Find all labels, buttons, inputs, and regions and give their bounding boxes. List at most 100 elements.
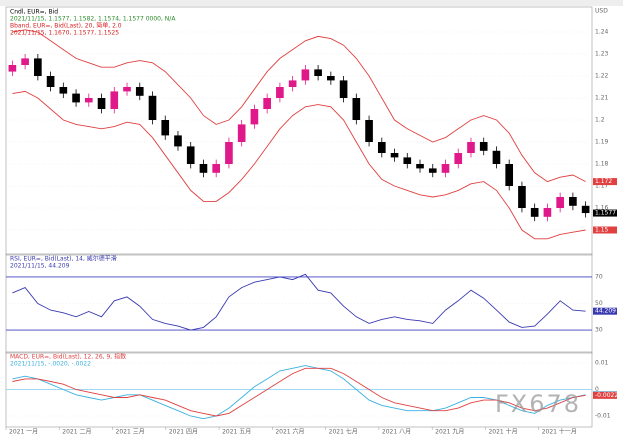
price-tag-label: -0.0022 bbox=[595, 392, 618, 399]
candle-body bbox=[59, 87, 68, 94]
price-tag bbox=[593, 391, 617, 399]
candle-body bbox=[377, 142, 386, 153]
price-tag-label: 1.15 bbox=[595, 227, 609, 234]
y-tick-label: 1.22 bbox=[595, 73, 609, 80]
candle-body bbox=[467, 142, 475, 153]
y-tick-label: 1.18 bbox=[595, 161, 609, 168]
candle-body bbox=[199, 164, 208, 173]
candle-body bbox=[72, 93, 80, 103]
candle-body bbox=[212, 164, 221, 173]
y-tick-label: 0.01 bbox=[595, 359, 609, 366]
x-tick-label: 2021 五月 bbox=[222, 429, 251, 436]
candle-body bbox=[365, 120, 373, 142]
y-tick-label: 1.17 bbox=[595, 183, 609, 190]
panel-border bbox=[5, 6, 593, 256]
candle-body bbox=[569, 197, 577, 206]
series-line bbox=[12, 29, 586, 183]
x-tick-label: 2021 十月 bbox=[488, 428, 517, 436]
legend-text: 2021/11/15, 1.1670, 1.1577, 1.1525 bbox=[10, 30, 119, 37]
candle-body bbox=[97, 98, 106, 109]
y-tick-label: 70 bbox=[595, 273, 603, 280]
candle-body bbox=[543, 208, 552, 217]
candle-body bbox=[301, 69, 310, 81]
title-bar bbox=[0, 0, 623, 6]
legend-text: MACD, EUR=, Bid(Last), 12, 26, 9, 指数 bbox=[10, 353, 126, 361]
candle-body bbox=[21, 58, 29, 65]
candle-body bbox=[327, 76, 335, 81]
y-tick-label: 30 bbox=[595, 327, 603, 334]
y-tick-label: 0 bbox=[595, 386, 599, 393]
y-tick-label: 1.16 bbox=[595, 205, 609, 212]
candle-body bbox=[314, 69, 322, 76]
series-line bbox=[12, 367, 586, 417]
candle-body bbox=[161, 120, 170, 136]
y-tick-label: -0.01 bbox=[595, 413, 611, 420]
price-tag bbox=[593, 226, 617, 234]
candle-body bbox=[110, 91, 119, 109]
x-tick-label: 2021 七月 bbox=[329, 428, 358, 436]
series-line bbox=[12, 273, 586, 331]
candle-body bbox=[416, 164, 424, 169]
candle-body bbox=[339, 80, 348, 98]
candle-body bbox=[518, 186, 526, 208]
legend-text: Cndl, EUR=, Bid bbox=[10, 9, 58, 16]
candle-body bbox=[34, 58, 42, 76]
x-tick-label: 2021 十一月 bbox=[542, 428, 577, 436]
candle-body bbox=[288, 80, 297, 87]
candle-body bbox=[403, 157, 412, 164]
legend-text: 2021/11/15, 44.209 bbox=[10, 263, 70, 270]
price-tag-label: 1.172 bbox=[595, 178, 612, 185]
x-tick-label: 2021 九月 bbox=[435, 428, 464, 436]
candle-body bbox=[263, 98, 271, 109]
legend-text: 2021/11/15, 1.1577, 1.1582, 1.1574, 1.15… bbox=[10, 16, 176, 23]
candle-body bbox=[186, 146, 195, 164]
legend-text: RSI, EUR=, Bid(Last), 14, 威尔德平滑 bbox=[10, 255, 117, 263]
candle-body bbox=[530, 208, 539, 217]
y-tick-label: 1.21 bbox=[595, 95, 609, 102]
candle-body bbox=[84, 98, 93, 103]
candle-body bbox=[135, 87, 144, 96]
legend-text: Bband, EUR=, Bid(Last), 20, 简单, 2.0 bbox=[10, 22, 122, 30]
candle-body bbox=[46, 76, 55, 87]
watermark: FX678 bbox=[495, 390, 581, 418]
series-line bbox=[12, 90, 586, 240]
price-tag bbox=[593, 178, 617, 186]
x-tick-label: 2021 一月 bbox=[9, 429, 38, 436]
x-tick-label: 2021 八月 bbox=[382, 429, 411, 436]
candle-body bbox=[352, 98, 361, 120]
candle-body bbox=[479, 142, 488, 151]
candle-body bbox=[492, 150, 501, 164]
price-tag-label: 44.209 bbox=[595, 308, 616, 315]
candle-body bbox=[390, 153, 399, 158]
candle-body bbox=[237, 124, 246, 142]
y-tick-label: 1.19 bbox=[595, 139, 609, 146]
candle-body bbox=[8, 65, 17, 72]
x-tick-label: 2021 四月 bbox=[169, 429, 198, 436]
candle-body bbox=[441, 164, 450, 173]
candle-body bbox=[454, 153, 463, 164]
candle-body bbox=[556, 197, 564, 208]
candle-body bbox=[581, 205, 590, 214]
price-tag-label: 1.1577 bbox=[595, 210, 616, 217]
candle-body bbox=[428, 168, 437, 173]
candle-body bbox=[250, 109, 259, 125]
y-tick-label: 1.23 bbox=[595, 51, 609, 58]
candle-body bbox=[123, 87, 131, 92]
legend-text: 2021/11/15, -.0020, -.0022 bbox=[10, 361, 91, 368]
candle-body bbox=[148, 95, 157, 120]
price-tag bbox=[593, 209, 617, 217]
x-tick-label: 2021 三月 bbox=[116, 429, 145, 436]
x-tick-label: 2021 六月 bbox=[275, 428, 304, 436]
y-tick-label: 50 bbox=[595, 300, 603, 307]
candle-body bbox=[505, 164, 514, 186]
axis-unit: USD bbox=[595, 8, 608, 15]
y-tick-label: 1.24 bbox=[595, 29, 609, 36]
series-line bbox=[12, 365, 586, 420]
x-tick-label: 2021 二月 bbox=[62, 429, 91, 436]
price-tag bbox=[593, 307, 617, 315]
candle-body bbox=[174, 135, 182, 147]
candle-body bbox=[225, 142, 233, 164]
candle-body bbox=[276, 87, 284, 98]
